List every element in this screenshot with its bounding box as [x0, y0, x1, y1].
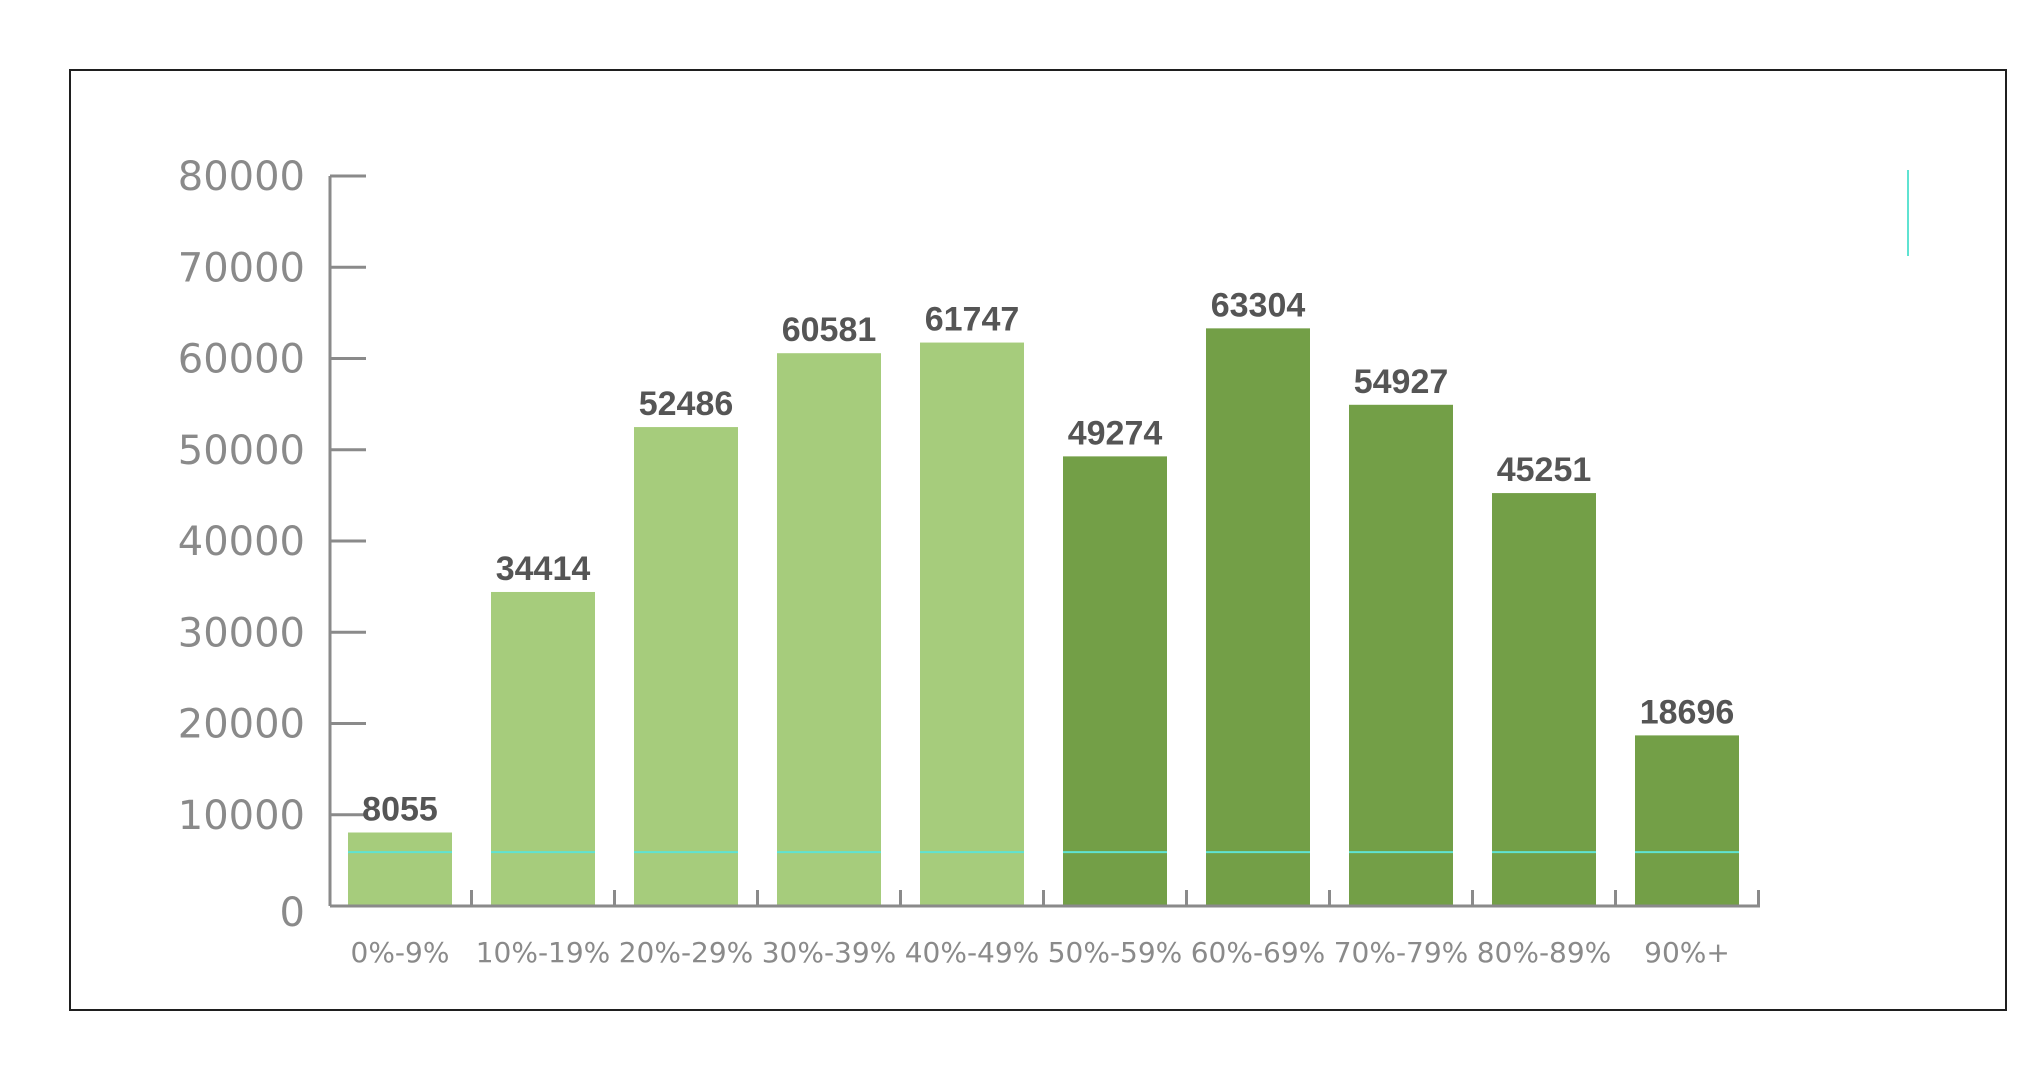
y-tick-label: 20000 [178, 702, 305, 748]
x-tick-label: 40%-49% [905, 936, 1040, 969]
x-tick-label: 60%-69% [1191, 936, 1326, 969]
x-tick-label: 50%-59% [1048, 936, 1183, 969]
y-tick-label: 30000 [178, 610, 305, 656]
x-tick-label: 30%-39% [762, 936, 897, 969]
data-label: 54927 [1354, 363, 1449, 401]
y-tick-label: 80000 [178, 154, 305, 200]
bar-50%-59% [1063, 456, 1167, 906]
y-tick-label: 10000 [178, 793, 305, 839]
y-tick-label: 60000 [178, 337, 305, 383]
x-tick-label: 90%+ [1644, 936, 1730, 969]
x-tick-label: 20%-29% [619, 936, 754, 969]
bar-70%-79% [1349, 404, 1453, 906]
data-label: 63304 [1211, 286, 1306, 324]
x-tick-label: 0%-9% [351, 936, 450, 969]
y-tick-label: 0 [280, 890, 305, 936]
data-label: 8055 [362, 790, 438, 828]
data-label: 61747 [925, 301, 1020, 339]
bar-80%-89% [1492, 493, 1596, 906]
data-label: 52486 [639, 385, 734, 423]
bar-0%-9% [348, 832, 452, 906]
data-label: 34414 [496, 550, 591, 588]
data-label: 60581 [782, 311, 877, 349]
bar-30%-39% [777, 353, 881, 906]
bar-60%-69% [1206, 328, 1310, 906]
data-label: 45251 [1497, 451, 1592, 489]
bar-20%-29% [634, 427, 738, 906]
y-tick-label: 50000 [178, 428, 305, 474]
x-tick-label: 80%-89% [1477, 936, 1612, 969]
bar-40%-49% [920, 342, 1024, 907]
bar-90%+ [1635, 735, 1739, 906]
data-label: 49274 [1068, 414, 1163, 452]
x-tick-label: 70%-79% [1334, 936, 1469, 969]
data-label: 18696 [1640, 693, 1735, 731]
x-tick-label: 10%-19% [476, 936, 611, 969]
y-tick-label: 70000 [178, 245, 305, 291]
bar-10%-19% [491, 591, 595, 906]
y-tick-label: 40000 [178, 519, 305, 565]
